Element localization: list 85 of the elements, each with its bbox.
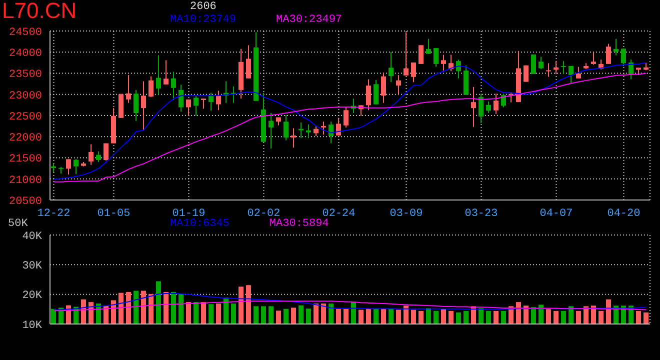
x-tick-label: 04-20: [607, 208, 640, 220]
candlestick: [366, 78, 371, 111]
candlestick: [314, 125, 318, 137]
x-tick-label: 12-22: [37, 208, 70, 220]
candlestick: [396, 74, 401, 95]
candlestick: [194, 95, 198, 116]
candlestick: [591, 52, 596, 66]
text: MA30:23497: [276, 14, 342, 27]
candlestick: [88, 144, 94, 166]
candlestick: [96, 150, 101, 163]
candlestick: [268, 112, 274, 149]
candlestick: [148, 76, 154, 98]
candlestick: [404, 32, 408, 76]
candlestick: [411, 62, 416, 83]
candlestick: [538, 56, 544, 70]
y-tick-label: 22500: [8, 111, 42, 124]
candlestick: [614, 38, 618, 56]
candlestick: [126, 74, 131, 104]
candlestick: [524, 64, 528, 82]
y-tick-label: 23500: [8, 69, 42, 82]
candlestick: [306, 124, 311, 139]
y-tick-label: 24000: [8, 48, 42, 60]
y-tick-label: 21500: [8, 154, 42, 166]
x-tick-label: 01-19: [172, 208, 206, 220]
candlestick: [74, 158, 78, 175]
y-tick-label: 24500: [8, 26, 42, 39]
candlestick: [388, 51, 394, 83]
x-tick-label: 04-07: [540, 208, 573, 220]
candlestick: [508, 91, 514, 103]
candlestick: [291, 128, 296, 148]
chart-subtitle: 2606: [190, 1, 216, 13]
candlestick: [66, 158, 71, 175]
candlestick: [201, 98, 206, 110]
candlestick: [178, 84, 184, 112]
x-tick-label: 02-02: [247, 208, 280, 220]
y-tick-label: 22000: [8, 132, 42, 145]
text: MA30:5894: [269, 218, 329, 231]
candlestick: [568, 65, 574, 85]
line-series: [53, 300, 647, 312]
y-tick-label: 20500: [8, 196, 42, 208]
x-tick-label: 01-05: [97, 208, 130, 220]
candlestick: [546, 62, 551, 78]
y-tick-label: 40K: [22, 230, 42, 243]
candlestick: [426, 38, 431, 54]
candlestick: [434, 48, 438, 68]
candlestick: [246, 44, 251, 79]
candlestick: [606, 43, 611, 64]
candlestick: [621, 48, 626, 66]
text: MA10:6345: [170, 218, 230, 231]
candlestick: [328, 121, 334, 144]
candlestick: [321, 121, 326, 136]
candlestick: [478, 93, 484, 124]
candlestick: [141, 80, 146, 131]
y-tick-label: 10K: [22, 320, 42, 332]
candlestick: [171, 71, 176, 101]
chart-title: L70.CN: [2, 0, 77, 24]
text: MA10:23749: [170, 14, 236, 27]
candlestick: [216, 90, 221, 111]
candlestick: [576, 66, 581, 79]
candlestick: [298, 122, 304, 139]
candlestick: [344, 106, 348, 128]
x-tick-label: 03-09: [390, 208, 423, 220]
y-tick-label: 23000: [8, 90, 42, 102]
candlestick: [134, 89, 138, 122]
candlestick: [208, 92, 214, 112]
candlestick: [186, 98, 191, 116]
candlestick: [156, 54, 161, 95]
candlestick: [486, 100, 491, 114]
candlestick: [501, 93, 506, 108]
y-tick-label: 20K: [22, 290, 42, 302]
candlestick: [561, 60, 566, 75]
y-tick-label: 21000: [8, 174, 42, 187]
candlestick: [441, 54, 446, 72]
candlestick: [381, 72, 386, 104]
y-tick-label: 30K: [22, 260, 42, 273]
candlestick: [104, 142, 108, 162]
candlestick: [374, 79, 378, 105]
candlestick: [284, 114, 288, 141]
x-tick-label: 02-24: [322, 208, 356, 220]
text: 50K: [8, 218, 28, 230]
candlestick: [494, 93, 498, 114]
candlestick: [118, 93, 124, 118]
candlestick: [164, 60, 168, 85]
candlestick: [471, 86, 476, 128]
x-tick-label: 03-23: [464, 208, 498, 220]
